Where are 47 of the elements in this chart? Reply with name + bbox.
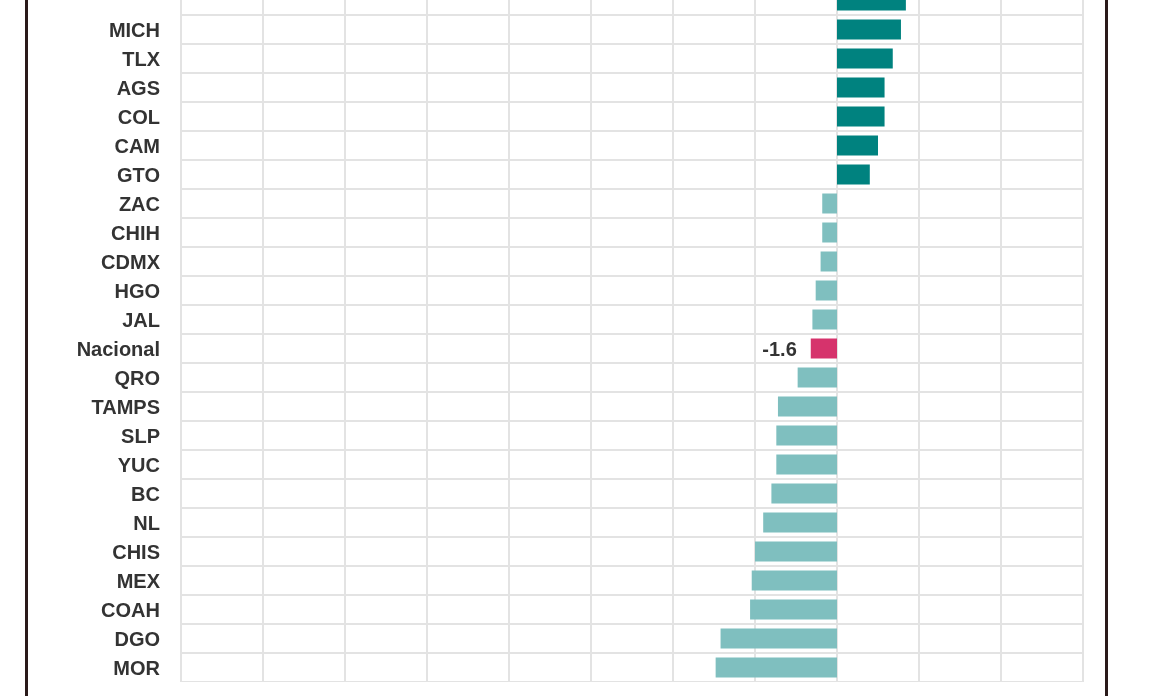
y-tick-label: COAH (101, 598, 160, 621)
bar (820, 251, 837, 272)
bar (751, 570, 837, 591)
bar (771, 483, 837, 504)
y-tick-label: NL (133, 511, 160, 534)
y-tick-label: SLP (121, 424, 160, 447)
bar (837, 48, 893, 69)
bar (837, 19, 901, 40)
bar (715, 657, 837, 678)
bar (777, 396, 837, 417)
bar (776, 454, 837, 475)
y-tick-label: TLX (122, 47, 161, 70)
y-tick-label: YUC (117, 453, 160, 476)
y-tick-label: CHIS (112, 540, 160, 563)
y-tick-label: MEX (116, 569, 161, 592)
bar (837, 164, 870, 185)
y-tick-label: QRO (114, 366, 160, 389)
bar (822, 222, 837, 243)
y-tick-label: COL (117, 105, 160, 128)
y-tick-label: AGS (116, 76, 160, 99)
bar (776, 425, 837, 446)
y-tick-label: ZAC (118, 192, 160, 215)
y-tick-label: MICH (108, 18, 160, 41)
y-tick-label: CDMX (101, 250, 161, 273)
bar (837, 106, 885, 127)
bar (822, 193, 837, 214)
bar (837, 77, 885, 98)
y-tick-label: BC (131, 482, 160, 505)
y-tick-label: CAM (114, 134, 160, 157)
bar (837, 135, 878, 156)
bar (755, 541, 837, 562)
y-tick-label: MOR (113, 656, 161, 679)
bar (815, 280, 837, 301)
y-tick-label: GTO (117, 163, 160, 186)
bar (797, 367, 837, 388)
y-tick-label: CHIH (111, 221, 160, 244)
bar (763, 512, 837, 533)
y-tick-label: JAL (122, 308, 160, 331)
bar (720, 628, 837, 649)
bar (810, 338, 837, 359)
y-tick-label: HGO (114, 279, 160, 302)
y-tick-label: TAMPS (91, 395, 160, 418)
y-tick-label: DGO (114, 627, 160, 650)
y-tick-label: Nacional (76, 337, 160, 360)
bar (812, 309, 837, 330)
bar (750, 599, 837, 620)
data-label: -1.6 (762, 337, 797, 360)
